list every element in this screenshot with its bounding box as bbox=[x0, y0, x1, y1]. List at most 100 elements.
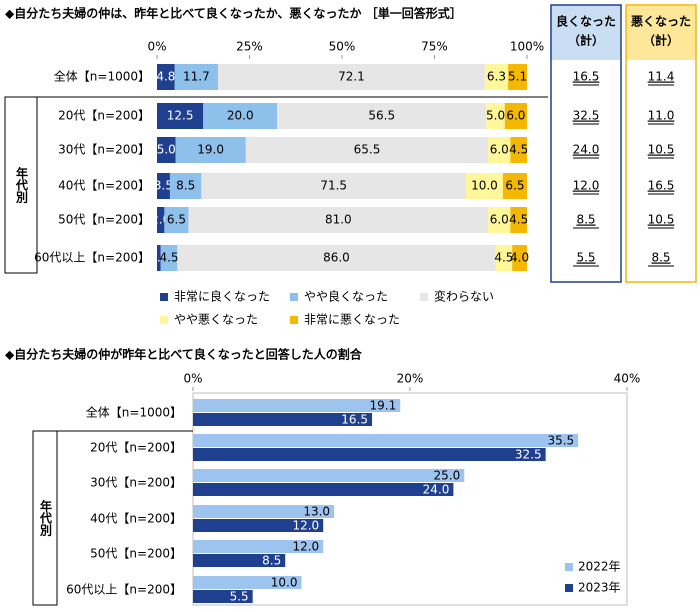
bar-segment bbox=[504, 103, 527, 129]
value-label: 8.5 bbox=[262, 554, 281, 568]
summary-header: 良くなった bbox=[556, 14, 616, 29]
value-label: 4.5 bbox=[509, 213, 528, 227]
value-label: 12.5 bbox=[167, 109, 194, 123]
value-label: 3.5 bbox=[154, 179, 173, 193]
plot-frame bbox=[192, 392, 628, 606]
category-label: 20代【n=200】 bbox=[90, 441, 182, 455]
bar-segment bbox=[203, 103, 278, 129]
value-label: 6.0 bbox=[490, 143, 509, 157]
value-label: 4.5 bbox=[509, 143, 528, 157]
x-tick-label: 75% bbox=[421, 40, 448, 54]
bar-segment bbox=[488, 207, 511, 233]
bar-segment bbox=[188, 207, 489, 233]
bar-segment bbox=[488, 137, 511, 163]
category-label: 60代以上【n=200】 bbox=[66, 583, 182, 597]
x-tick-label: 50% bbox=[329, 40, 356, 54]
value-label: 5.0 bbox=[157, 143, 176, 157]
value-label: 10.0 bbox=[471, 179, 498, 193]
bar bbox=[193, 554, 286, 567]
x-tick-label: 25% bbox=[236, 40, 263, 54]
value-label: 86.0 bbox=[323, 251, 350, 265]
category-label: 50代【n=200】 bbox=[58, 213, 150, 227]
summary-value: 16.5 bbox=[648, 179, 675, 193]
value-label: 35.5 bbox=[547, 434, 574, 448]
value-label: 4.8 bbox=[156, 70, 175, 84]
summary-value: 10.5 bbox=[648, 143, 675, 157]
bar bbox=[193, 448, 546, 461]
summary-header: （計） bbox=[568, 33, 604, 48]
category-label: 30代【n=200】 bbox=[58, 143, 150, 157]
bar-segment bbox=[157, 103, 204, 129]
bar-segment bbox=[510, 137, 527, 163]
x-tick-label: 0% bbox=[183, 372, 202, 386]
bar bbox=[193, 469, 465, 482]
group-box bbox=[32, 430, 58, 606]
summary-value: 8.5 bbox=[576, 213, 595, 227]
x-tick-label: 20% bbox=[397, 372, 424, 386]
bar-segment bbox=[486, 103, 505, 129]
legend-swatch bbox=[565, 563, 573, 571]
bar-segment bbox=[175, 137, 246, 163]
legend-swatch bbox=[160, 293, 168, 301]
summary-header: （計） bbox=[643, 33, 679, 48]
value-label: 12.0 bbox=[292, 519, 319, 533]
value-label: 19.0 bbox=[197, 143, 224, 157]
legend-label: やや良くなった bbox=[304, 289, 388, 304]
value-label: 5.5 bbox=[230, 590, 249, 604]
category-label: 20代【n=200】 bbox=[58, 109, 150, 123]
summary-value: 11.4 bbox=[648, 70, 675, 84]
legend-label: やや悪くなった bbox=[174, 313, 258, 327]
value-label: 56.5 bbox=[368, 109, 395, 123]
legend-swatch bbox=[290, 316, 298, 324]
value-label: 6.0 bbox=[506, 109, 525, 123]
summary-value: 10.5 bbox=[648, 213, 675, 227]
bar-segment bbox=[157, 207, 165, 233]
legend-label: 非常に良くなった bbox=[174, 289, 270, 304]
value-label: 12.0 bbox=[292, 540, 319, 554]
value-label: 16.5 bbox=[341, 413, 368, 427]
bar bbox=[193, 519, 324, 532]
group-label: 年代別 bbox=[39, 499, 53, 537]
summary-value: 5.5 bbox=[576, 251, 595, 265]
bar-segment bbox=[174, 64, 219, 90]
bar bbox=[193, 540, 324, 553]
bar-segment bbox=[157, 245, 161, 271]
category-label: 30代【n=200】 bbox=[90, 476, 182, 490]
group-box bbox=[4, 96, 38, 274]
bar bbox=[193, 413, 373, 426]
summary-box bbox=[550, 4, 622, 283]
value-label: 6.3 bbox=[487, 70, 506, 84]
value-label: 65.5 bbox=[354, 143, 381, 157]
bar-segment bbox=[201, 173, 466, 199]
bar-segment bbox=[164, 207, 189, 233]
value-label: 13.0 bbox=[303, 505, 330, 519]
category-label: 40代【n=200】 bbox=[58, 179, 150, 193]
value-label: 6.0 bbox=[490, 213, 509, 227]
summary-value: 8.5 bbox=[651, 251, 670, 265]
bar-segment bbox=[160, 245, 178, 271]
legend-swatch bbox=[420, 293, 428, 301]
category-label: 60代以上【n=200】 bbox=[34, 251, 150, 265]
bar bbox=[193, 434, 579, 447]
value-label: 19.1 bbox=[370, 399, 397, 413]
x-tick-label: 0% bbox=[147, 40, 166, 54]
value-label: 6.5 bbox=[505, 179, 524, 193]
x-tick-label: 100% bbox=[510, 40, 544, 54]
summary-value: 24.0 bbox=[573, 143, 600, 157]
value-label: 10.0 bbox=[271, 576, 298, 590]
bar-segment bbox=[245, 137, 489, 163]
x-tick-label: 40% bbox=[614, 372, 641, 386]
group-label: 年代別 bbox=[15, 166, 29, 204]
value-label: 71.5 bbox=[320, 179, 347, 193]
bar bbox=[193, 576, 302, 589]
value-label: 24.0 bbox=[423, 483, 450, 497]
bar-segment bbox=[157, 173, 170, 199]
bar-segment bbox=[512, 245, 527, 271]
bar-segment bbox=[510, 207, 527, 233]
bar bbox=[193, 483, 454, 496]
summary-header-bg bbox=[626, 5, 696, 60]
category-label: 50代【n=200】 bbox=[90, 547, 182, 561]
bar-segment bbox=[277, 103, 487, 129]
bar bbox=[193, 590, 253, 603]
bar-segment bbox=[484, 64, 509, 90]
